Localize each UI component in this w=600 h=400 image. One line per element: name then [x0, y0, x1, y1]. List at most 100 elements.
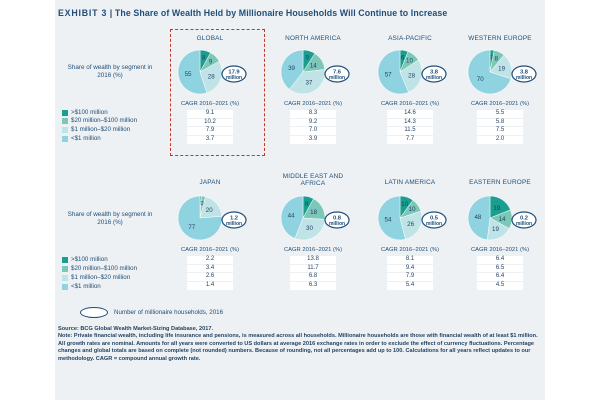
household-oval-north-america	[324, 65, 350, 83]
household-unit-global: million	[226, 75, 242, 81]
region-name-north-america: NORTH AMERICA	[285, 35, 341, 42]
cagr-cell-north-america-0: 8.3	[290, 110, 336, 118]
cagr-cell-global-2: 7.9	[187, 127, 233, 135]
household-value-eastern-europe: 0.2	[520, 216, 528, 222]
pie-label-asia-pacific-0: 6	[401, 54, 405, 61]
pie-label-japan-1: 3	[201, 201, 204, 207]
cagr-header-western-europe: CAGR 2016–2021 (%)	[471, 101, 529, 107]
legend-label: >$100 million	[71, 109, 108, 116]
methodology-note: Note: Private financial wealth, includin…	[58, 333, 538, 362]
cagr-cell-japan-2: 2.6	[187, 273, 233, 281]
cagr-cell-eastern-europe-0: 6.4	[477, 256, 523, 264]
cagr-header-asia-pacific: CAGR 2016–2021 (%)	[381, 101, 439, 107]
cagr-cell-western-europe-3: 2.0	[477, 136, 523, 144]
legend-label: $20 million–$100 million	[71, 265, 138, 272]
cagr-cell-middle-east-and-africa-3: 6.3	[290, 282, 336, 290]
row-label-top: Share of wealth by segment in 2016 (%)	[67, 64, 153, 79]
pie-slice-global-3	[177, 49, 208, 95]
legend-swatch-1-20m	[62, 126, 68, 133]
cagr-cell-north-america-1: 9.2	[290, 118, 336, 127]
cagr-cell-asia-pacific-3: 7.7	[387, 136, 433, 144]
cagr-cell-eastern-europe-2: 6.4	[477, 273, 523, 281]
household-oval-eastern-europe	[511, 211, 537, 229]
pie-label-asia-pacific-2: 28	[408, 73, 415, 80]
household-value-asia-pacific: 3.8	[430, 70, 439, 76]
cagr-cell-western-europe-2: 7.5	[477, 127, 523, 135]
household-oval-global	[221, 65, 247, 83]
cagr-header-north-america: CAGR 2016–2021 (%)	[284, 101, 342, 107]
pie-label-japan-3: 77	[188, 224, 195, 231]
pie-label-japan-0: 1	[199, 201, 202, 207]
cagr-cell-middle-east-and-africa-2: 6.8	[290, 273, 336, 281]
pie-label-middle-east-and-africa-2: 30	[306, 225, 313, 232]
household-value-north-america: 7.6	[333, 70, 342, 76]
household-value-western-europe: 3.8	[520, 70, 529, 76]
pie-slice-global-2	[199, 61, 223, 94]
pie-label-western-europe-1: 8	[495, 55, 499, 62]
pie-label-north-america-1: 14	[310, 63, 317, 70]
legend-swatch-lt1m	[62, 135, 68, 142]
household-legend-label: Number of millionaire households, 2016	[114, 309, 224, 316]
row-label-bottom: Share of wealth by segment in 2016 (%)	[67, 211, 153, 226]
household-value-japan: 1.2	[230, 216, 238, 222]
legend-item-lt1m: <$1 million	[62, 135, 101, 142]
pie-label-middle-east-and-africa-3: 44	[288, 213, 295, 220]
legend-swatch-lt1m	[62, 283, 68, 290]
legend-label: $1 million–$20 million	[71, 126, 131, 133]
pie-slice-eastern-europe-3	[467, 195, 491, 241]
pie-label-middle-east-and-africa-0: 8	[305, 201, 309, 208]
cagr-cell-latin-america-1: 9.4	[387, 264, 433, 273]
cagr-cell-north-america-3: 3.9	[290, 136, 336, 144]
region-name-latin-america: LATIN AMERICA	[384, 179, 436, 186]
pie-label-north-america-3: 39	[288, 65, 295, 72]
household-unit-middle-east-and-africa: million	[329, 221, 345, 227]
household-oval-western-europe	[511, 65, 537, 83]
pie-label-latin-america-2: 26	[407, 221, 414, 228]
household-oval-latin-america	[421, 211, 447, 229]
cagr-cell-north-america-2: 7.0	[290, 127, 336, 135]
household-oval-middle-east-and-africa	[324, 211, 350, 229]
cagr-header-eastern-europe: CAGR 2016–2021 (%)	[471, 247, 529, 253]
pie-label-asia-pacific-1: 10	[406, 57, 413, 64]
cagr-header-japan: CAGR 2016–2021 (%)	[181, 247, 239, 253]
legend-label: $20 million–$100 million	[71, 117, 138, 124]
household-legend: Number of millionaire households, 2016	[80, 307, 223, 318]
legend-swatch-20-100m	[62, 117, 68, 124]
household-unit-north-america: million	[329, 75, 345, 81]
pie-label-asia-pacific-3: 57	[385, 71, 392, 78]
household-unit-eastern-europe: million	[516, 221, 532, 227]
legend-swatch-20-100m	[62, 265, 68, 272]
exhibit-number: EXHIBIT 3	[58, 8, 108, 18]
cagr-header-latin-america: CAGR 2016–2021 (%)	[381, 247, 439, 253]
legend-swatch-100m	[62, 109, 68, 116]
legend-item-20-100m: $20 million–$100 million	[62, 117, 137, 124]
pie-label-global-1: 9	[209, 58, 213, 65]
household-oval-japan	[221, 211, 247, 229]
cagr-cell-western-europe-0: 5.5	[477, 110, 523, 118]
exhibit-title: EXHIBIT 3 | The Share of Wealth Held by …	[58, 8, 447, 18]
legend-label: <$1 million	[71, 135, 101, 142]
cagr-cell-global-1: 10.2	[187, 118, 233, 127]
region-name-middle-east-and-africa: MIDDLE EAST AND AFRICA	[282, 173, 344, 187]
pie-label-middle-east-and-africa-1: 18	[310, 209, 317, 216]
cagr-cell-japan-0: 2.2	[187, 256, 233, 264]
cagr-cell-global-0: 9.1	[187, 110, 233, 118]
global-highlight-box	[170, 29, 265, 156]
legend-swatch-1-20m	[62, 274, 68, 281]
household-unit-western-europe: million	[516, 75, 532, 81]
legend-item-1-20m-bottom: $1 million–$20 million	[62, 274, 130, 281]
region-name-asia-pacific: ASIA-PACIFIC	[388, 35, 432, 42]
legend-item-1-20m: $1 million–$20 million	[62, 126, 130, 133]
legend-item-100m-bottom: >$100 million	[62, 256, 108, 263]
cagr-cell-asia-pacific-0: 14.6	[387, 110, 433, 118]
exhibit-heading: The Share of Wealth Held by Millionaire …	[114, 8, 448, 18]
cagr-cell-asia-pacific-1: 14.3	[387, 118, 433, 127]
pie-slice-latin-america-3	[377, 195, 406, 241]
pie-slice-asia-pacific-3	[377, 49, 409, 95]
legend-item-lt1m-bottom: <$1 million	[62, 283, 101, 290]
pie-slice-asia-pacific-2	[399, 59, 423, 93]
cagr-cell-eastern-europe-3: 4.5	[477, 282, 523, 290]
pie-slice-western-europe-3	[467, 49, 512, 95]
household-unit-japan: million	[226, 221, 242, 227]
